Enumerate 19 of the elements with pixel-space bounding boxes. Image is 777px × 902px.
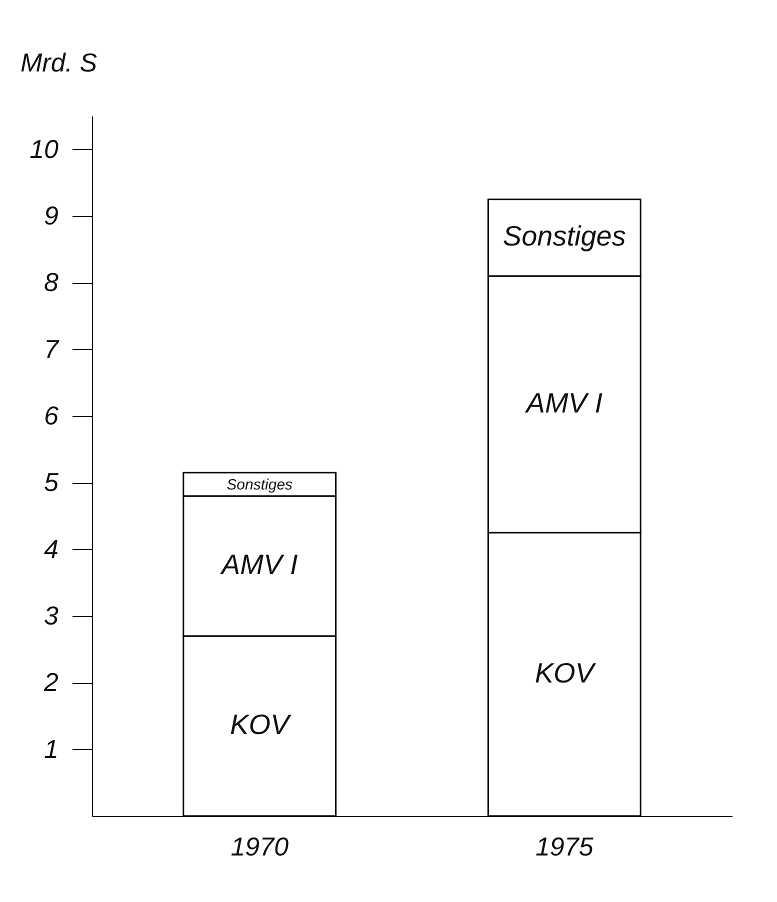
y-tick-label: 7 — [44, 334, 60, 364]
y-tick-label: 5 — [44, 467, 60, 498]
series-label: Sonstiges — [226, 476, 294, 494]
series-label: KOV — [534, 657, 596, 688]
x-tick-label: 1975 — [535, 832, 594, 862]
y-tick-label: 4 — [44, 534, 58, 564]
y-tick-label: 10 — [30, 134, 60, 164]
y-tick-label: 2 — [43, 667, 60, 698]
y-tick-label: 3 — [44, 600, 60, 630]
y-tick-label: 8 — [44, 267, 60, 298]
x-tick-label: 1970 — [230, 832, 290, 862]
y-tick-label: 1 — [44, 734, 58, 764]
text: KOV — [230, 709, 290, 740]
series-label: AMV I — [220, 549, 298, 580]
y-tick-label: 9 — [44, 200, 58, 230]
y-axis-title: Mrd. S — [20, 48, 98, 78]
text: AMV I — [526, 387, 602, 418]
y-tick-label: 6 — [44, 400, 60, 430]
text: Sonstiges — [502, 220, 626, 252]
